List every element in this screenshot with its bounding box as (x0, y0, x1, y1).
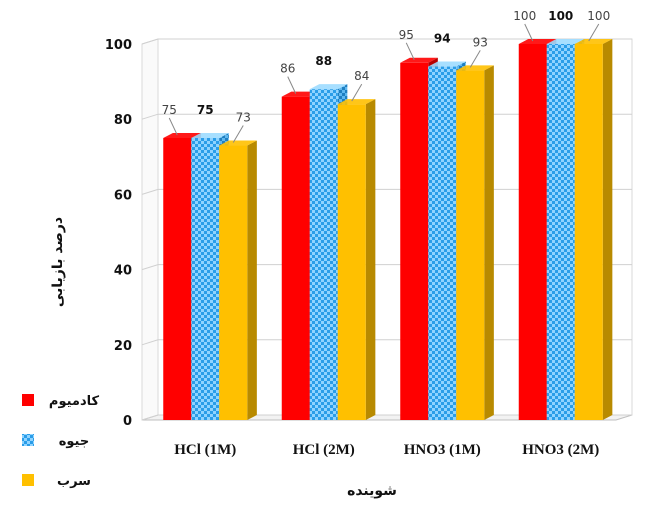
bar-front (400, 62, 429, 421)
bar-front (428, 66, 457, 420)
bar-front (163, 138, 192, 420)
bar-front (574, 44, 603, 420)
legend-swatch (22, 394, 34, 406)
bar-front (518, 44, 547, 420)
data-label: 75 (197, 103, 214, 117)
leader-line (287, 76, 297, 94)
x-tick-labels: HCl (1M) HCl (2M) HNO3 (1M) HNO3 (2M) (174, 442, 599, 458)
leader-line (524, 23, 534, 42)
bar-top (337, 99, 376, 105)
legend-label: سرب (57, 474, 91, 489)
bar-side (247, 140, 257, 420)
legend-item-1: کادمیوم (22, 394, 100, 409)
bar-top (518, 39, 557, 44)
data-label: 100 (587, 9, 610, 23)
data-label: 75 (162, 103, 177, 117)
bar-top (546, 39, 585, 44)
bar-front (546, 44, 575, 420)
data-label: 94 (434, 32, 451, 46)
legend-swatch (22, 434, 34, 446)
leader-line (168, 117, 178, 136)
data-label: 93 (473, 35, 488, 49)
bars (163, 39, 613, 421)
legend-label: کادمیوم (49, 394, 100, 409)
y-tick-labels: 0 20 40 60 80 100 (105, 38, 132, 429)
bar-front (456, 70, 485, 420)
data-label: 100 (513, 9, 536, 23)
leader-line (469, 50, 481, 68)
legend-item-3: سرب (22, 474, 91, 489)
bar-top (456, 65, 494, 71)
bar-front (281, 96, 310, 420)
data-label: 86 (280, 62, 295, 76)
y-tick-label: 100 (105, 38, 132, 53)
bar-side (602, 39, 613, 420)
bar-3-3 (456, 65, 494, 420)
data-label: 95 (399, 28, 414, 42)
bar-3-2 (337, 99, 376, 420)
y-axis-title: درصد بازیابی (50, 217, 66, 307)
x-tick-label: HCl (1M) (174, 442, 236, 458)
bar-top (400, 57, 438, 63)
legend-swatch (22, 474, 34, 486)
bar-top (191, 133, 229, 138)
x-tick-label: HNO3 (1M) (404, 442, 481, 458)
data-labels: 75 75 73 86 88 84 95 94 93 100 100 100 (162, 9, 610, 143)
legend-label: جیوه (59, 434, 90, 449)
bar-front (219, 145, 248, 420)
bar-front (337, 104, 366, 420)
x-tick-label: HNO3 (2M) (522, 442, 599, 458)
bar-front (191, 138, 220, 420)
bar-top (219, 140, 257, 146)
y-tick-label: 80 (114, 113, 132, 128)
x-tick-label: HCl (2M) (293, 442, 355, 458)
bar-top (574, 39, 613, 44)
leader-line (351, 83, 363, 102)
bar-side (484, 65, 494, 420)
bar-3-4 (574, 39, 613, 420)
y-tick-label: 20 (114, 339, 132, 354)
bar-top (428, 61, 466, 67)
data-label: 88 (315, 54, 332, 68)
legend: کادمیوم جیوه سرب (22, 394, 100, 489)
bar-top (163, 133, 201, 138)
leader-line (588, 23, 600, 42)
bar-top (309, 84, 348, 90)
y-tick-label: 0 (123, 414, 132, 429)
bar-side (365, 99, 376, 420)
data-label: 100 (548, 9, 573, 23)
y-tick-label: 60 (114, 188, 132, 203)
leader-line (232, 125, 244, 143)
legend-item-2: جیوه (22, 434, 89, 449)
side-wall (141, 38, 159, 421)
data-label: 73 (236, 111, 251, 125)
gridline (141, 38, 632, 45)
bar-3-1 (219, 140, 257, 420)
data-label: 84 (354, 69, 369, 83)
leader-line (405, 42, 415, 61)
x-axis-title: شوینده (347, 483, 397, 499)
bar-front (309, 89, 338, 421)
y-tick-label: 40 (114, 264, 132, 279)
